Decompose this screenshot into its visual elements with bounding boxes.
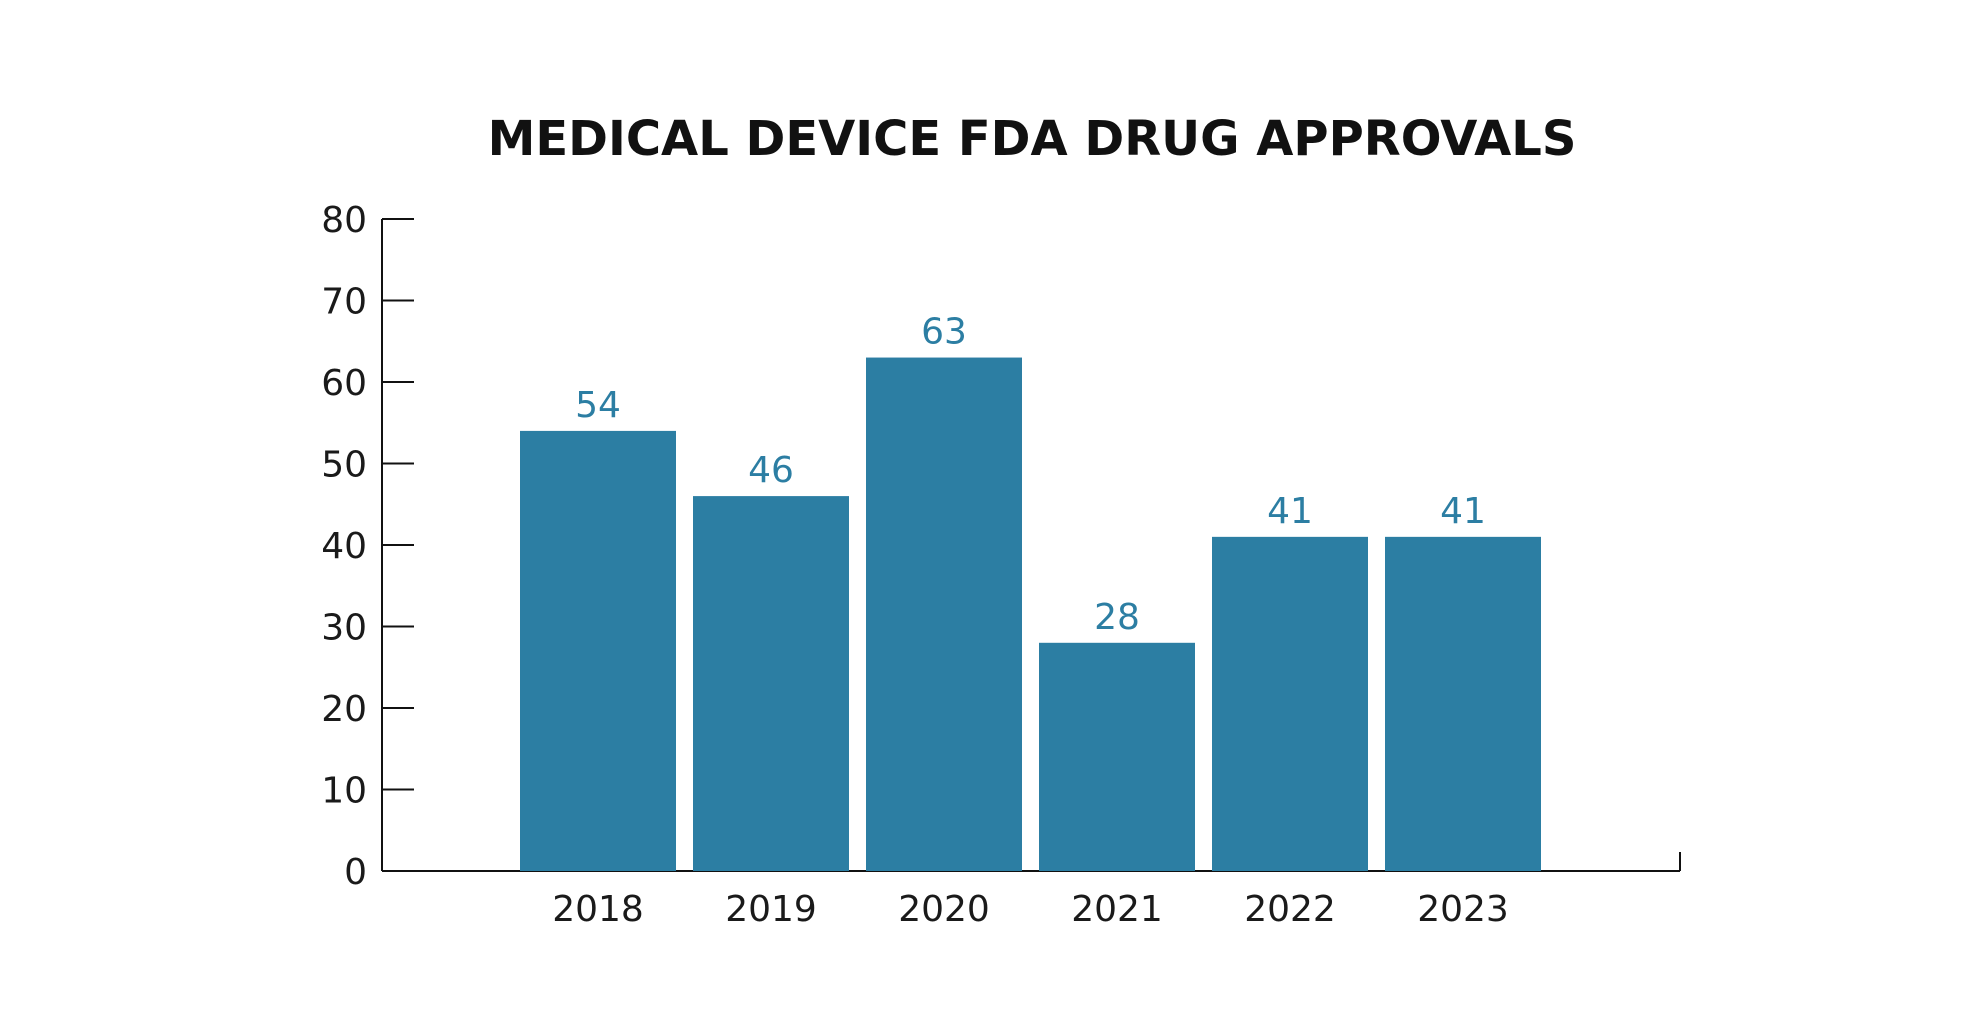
data-labels: 54 46 63 28 41 41 xyxy=(575,312,1486,638)
x-tick-label-2023: 2023 xyxy=(1417,889,1509,930)
bar-2019 xyxy=(693,496,849,871)
x-tick-label-2018: 2018 xyxy=(552,889,644,930)
data-label-2018: 54 xyxy=(575,385,621,426)
chart-title: MEDICAL DEVICE FDA DRUG APPROVALS xyxy=(488,111,1577,167)
y-tick-label: 20 xyxy=(321,689,367,730)
data-label-2022: 41 xyxy=(1267,491,1313,532)
x-tick-label-2021: 2021 xyxy=(1071,889,1163,930)
y-tick-label: 60 xyxy=(321,363,367,404)
y-tick-label: 40 xyxy=(321,526,367,567)
y-tick-label: 0 xyxy=(344,852,367,893)
x-tick-label-2020: 2020 xyxy=(898,889,990,930)
y-tick-label: 70 xyxy=(321,282,367,323)
category-labels: 2018 2019 2020 2021 2022 2023 xyxy=(552,889,1509,930)
bar-2021 xyxy=(1039,642,1195,871)
y-axis: 0 10 20 30 40 50 60 70 80 xyxy=(321,200,414,893)
data-label-2021: 28 xyxy=(1094,597,1140,638)
bar-2022 xyxy=(1212,536,1368,871)
bar-series xyxy=(520,357,1541,871)
y-tick-label: 80 xyxy=(321,200,367,241)
x-tick-label-2022: 2022 xyxy=(1244,889,1336,930)
y-tick-label: 30 xyxy=(321,608,367,649)
bar-2023 xyxy=(1385,536,1541,871)
bar-2018 xyxy=(520,430,676,871)
y-tick-label: 10 xyxy=(321,771,367,812)
bar-2020 xyxy=(866,357,1022,871)
data-label-2019: 46 xyxy=(748,450,794,491)
y-tick-label: 50 xyxy=(321,445,367,486)
data-label-2020: 63 xyxy=(921,312,967,353)
x-tick-label-2019: 2019 xyxy=(725,889,817,930)
data-label-2023: 41 xyxy=(1440,491,1486,532)
